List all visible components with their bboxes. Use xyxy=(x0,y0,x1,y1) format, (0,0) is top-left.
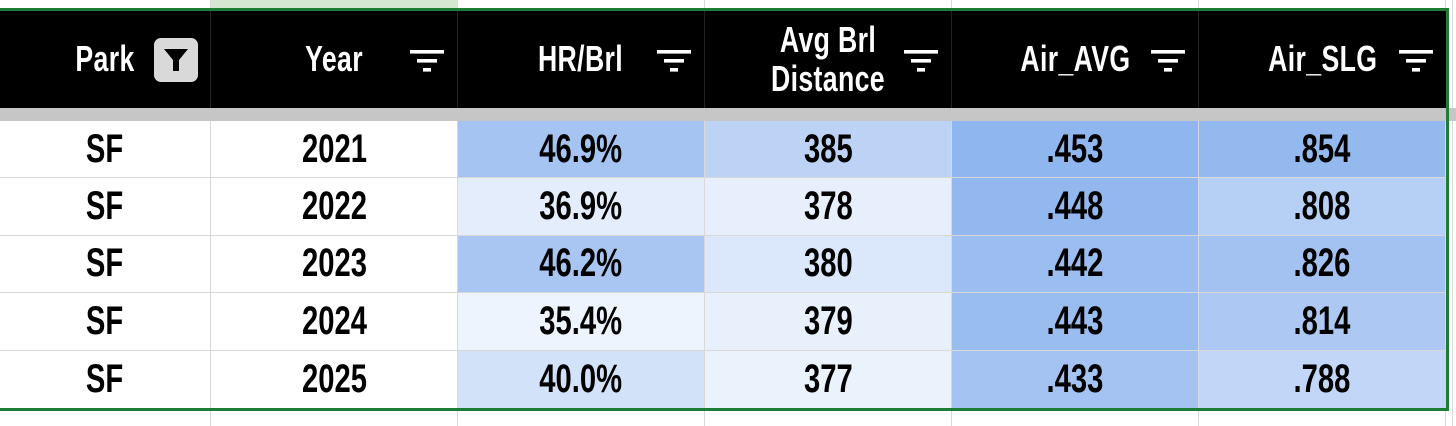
cell-year[interactable]: 2023 xyxy=(211,235,458,294)
header-cell-avg-brl-distance[interactable]: Avg Brl Distance xyxy=(705,11,952,108)
header-cell-air-slg[interactable]: Air_SLG xyxy=(1199,11,1446,108)
funnel-glyph xyxy=(164,48,188,71)
cell-air-avg[interactable]: .442 xyxy=(952,235,1199,294)
table-body: SF 2021 46.9% 385 .453 .854 SF 2022 36.9… xyxy=(0,121,1446,408)
spreadsheet-cell[interactable] xyxy=(952,411,1199,426)
header-cell-air-avg[interactable]: Air_AVG xyxy=(952,11,1199,108)
frozen-row-divider[interactable] xyxy=(0,108,1456,121)
cell-hr-brl[interactable]: 46.2% xyxy=(458,235,705,294)
spreadsheet-cell[interactable] xyxy=(1199,0,1446,8)
filter-lines-glyph xyxy=(904,49,938,72)
cell-air-avg[interactable]: .443 xyxy=(952,293,1199,351)
spreadsheet-cell[interactable] xyxy=(705,0,952,8)
table-row: SF 2023 46.2% 380 .442 .826 xyxy=(0,235,1446,294)
cell-hr-brl[interactable]: 46.9% xyxy=(458,121,705,179)
cell-park[interactable]: SF xyxy=(0,178,211,236)
table-top-border xyxy=(0,8,1449,11)
cell-hr-brl[interactable]: 40.0% xyxy=(458,350,705,408)
cell-year[interactable]: 2021 xyxy=(211,121,458,179)
cell-avg-brl-distance[interactable]: 378 xyxy=(705,178,952,236)
filter-lines-glyph xyxy=(1151,49,1185,72)
next-column-gridline xyxy=(1452,0,1453,426)
cell-air-avg[interactable]: .448 xyxy=(952,178,1199,236)
cell-air-slg[interactable]: .854 xyxy=(1199,121,1446,179)
cell-air-slg[interactable]: .826 xyxy=(1199,235,1446,294)
filter-lines-icon[interactable] xyxy=(1150,47,1186,73)
partial-row-below xyxy=(0,411,1446,426)
filter-lines-glyph xyxy=(410,49,444,72)
filter-badge xyxy=(154,37,198,82)
cell-year[interactable]: 2025 xyxy=(211,350,458,408)
header-label-air-avg: Air_AVG xyxy=(1019,38,1131,80)
spreadsheet-cell-green[interactable] xyxy=(211,0,458,8)
header-label-park: Park xyxy=(75,38,135,80)
cell-avg-brl-distance[interactable]: 377 xyxy=(705,350,952,408)
spreadsheet-cell[interactable] xyxy=(705,411,952,426)
cell-park[interactable]: SF xyxy=(0,235,211,294)
cell-year[interactable]: 2022 xyxy=(211,178,458,236)
filter-lines-glyph xyxy=(657,49,691,72)
cell-park[interactable]: SF xyxy=(0,121,211,179)
header-label-avg-brl-distance: Avg Brl Distance xyxy=(770,18,886,99)
cell-year[interactable]: 2024 xyxy=(211,293,458,351)
cell-air-slg[interactable]: .808 xyxy=(1199,178,1446,236)
filter-lines-icon[interactable] xyxy=(903,47,939,73)
spreadsheet-cell[interactable] xyxy=(0,411,211,426)
filter-lines-glyph xyxy=(1399,49,1433,72)
table-row: SF 2024 35.4% 379 .443 .814 xyxy=(0,293,1446,351)
table-header-row: Park Year HR/Brl xyxy=(0,11,1446,108)
cell-avg-brl-distance[interactable]: 379 xyxy=(705,293,952,351)
header-label-hr-brl: HR/Brl xyxy=(538,38,624,80)
table-bottom-border xyxy=(0,408,1449,411)
cell-hr-brl[interactable]: 36.9% xyxy=(458,178,705,236)
header-label-air-slg: Air_SLG xyxy=(1267,38,1378,80)
table-row: SF 2021 46.9% 385 .453 .854 xyxy=(0,121,1446,179)
spreadsheet-cell[interactable] xyxy=(458,0,705,8)
cell-park[interactable]: SF xyxy=(0,350,211,408)
partial-row-above xyxy=(0,0,1446,8)
spreadsheet-cell[interactable] xyxy=(211,411,458,426)
spreadsheet-cell[interactable] xyxy=(952,0,1199,8)
filter-funnel-active-icon[interactable] xyxy=(154,37,198,82)
table-right-border xyxy=(1446,8,1449,411)
cell-park[interactable]: SF xyxy=(0,293,211,351)
spreadsheet-cell[interactable] xyxy=(1199,411,1446,426)
spreadsheet-cell[interactable] xyxy=(458,411,705,426)
header-cell-park[interactable]: Park xyxy=(0,11,211,108)
header-cell-year[interactable]: Year xyxy=(211,11,458,108)
cell-hr-brl[interactable]: 35.4% xyxy=(458,293,705,351)
cell-air-slg[interactable]: .788 xyxy=(1199,350,1446,408)
cell-avg-brl-distance[interactable]: 385 xyxy=(705,121,952,179)
cell-air-slg[interactable]: .814 xyxy=(1199,293,1446,351)
filter-lines-icon[interactable] xyxy=(409,47,445,73)
filter-lines-icon[interactable] xyxy=(1398,47,1434,73)
cell-air-avg[interactable]: .433 xyxy=(952,350,1199,408)
cell-air-avg[interactable]: .453 xyxy=(952,121,1199,179)
cell-avg-brl-distance[interactable]: 380 xyxy=(705,235,952,294)
table-row: SF 2022 36.9% 378 .448 .808 xyxy=(0,178,1446,236)
spreadsheet-cell[interactable] xyxy=(0,0,211,8)
header-label-year: Year xyxy=(305,38,363,80)
filter-lines-icon[interactable] xyxy=(656,47,692,73)
header-cell-hr-brl[interactable]: HR/Brl xyxy=(458,11,705,108)
table-row: SF 2025 40.0% 377 .433 .788 xyxy=(0,350,1446,408)
